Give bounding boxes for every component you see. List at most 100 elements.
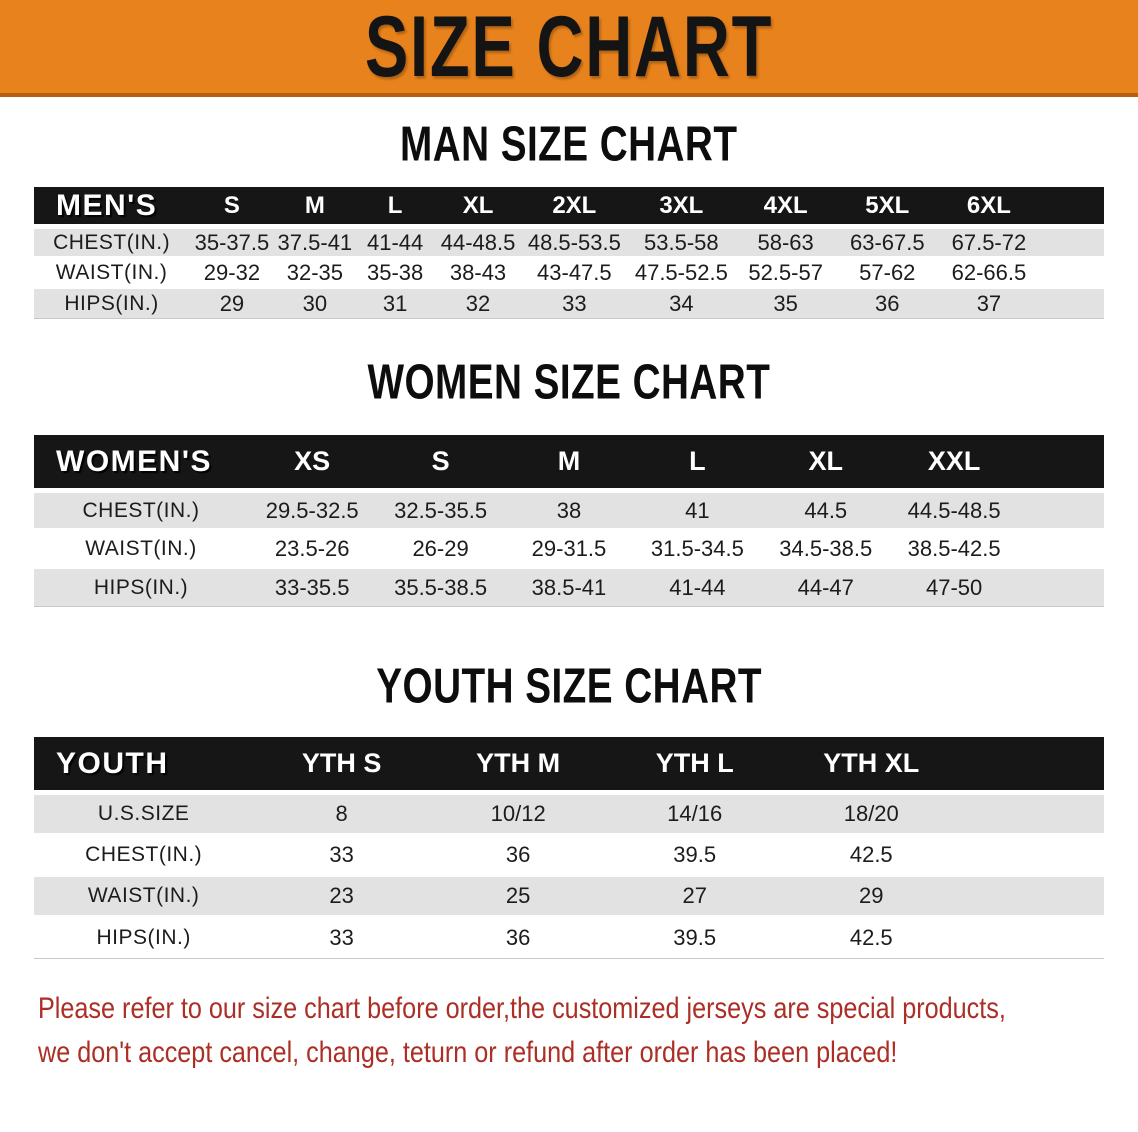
cell: 44-47 <box>761 569 890 607</box>
cell: 63-67.5 <box>836 229 939 259</box>
cell: 44.5-48.5 <box>889 493 1019 531</box>
cell: 29-31.5 <box>504 531 634 569</box>
cell: 36 <box>429 836 607 877</box>
mens-header-row: MEN'S S M L XL 2XL 3XL 4XL 5XL 6XL <box>34 187 1104 229</box>
spacer-cell <box>1018 493 1104 531</box>
cell: 38.5-41 <box>504 569 634 607</box>
cell: 33 <box>253 918 430 959</box>
cell: 37.5-41 <box>274 229 355 259</box>
women-section-heading-wrap: WOMEN SIZE CHART <box>0 355 1138 410</box>
cell: 35-37.5 <box>189 229 275 259</box>
cell: 30 <box>274 289 355 319</box>
row-label: WAIST(IN.) <box>34 259 190 289</box>
cell: 27 <box>606 877 783 918</box>
cell: 23.5-26 <box>248 531 377 569</box>
cell: 52.5-57 <box>734 259 837 289</box>
womens-column-header-xl: XL <box>761 435 890 493</box>
cell: 31 <box>354 289 436 319</box>
row-label: CHEST(IN.) <box>34 229 190 259</box>
cell: 35 <box>734 289 837 319</box>
row-label: HIPS(IN.) <box>34 289 190 319</box>
cell: 26-29 <box>376 531 505 569</box>
cell: 36 <box>836 289 939 319</box>
cell: 38-43 <box>435 259 521 289</box>
womens-column-header-xxl: XXL <box>889 435 1019 493</box>
mens-column-header-2xl: 2XL <box>520 187 628 229</box>
spacer-cell <box>959 836 1104 877</box>
cell: 33 <box>520 289 628 319</box>
cell: 29 <box>782 877 960 918</box>
cell: 42.5 <box>782 836 960 877</box>
youth-section-heading-wrap: YOUTH SIZE CHART <box>0 659 1138 714</box>
cell: 10/12 <box>429 795 607 836</box>
cell: 32-35 <box>274 259 355 289</box>
banner-title: SIZE CHART <box>364 0 774 95</box>
row-label: WAIST(IN.) <box>34 531 248 569</box>
womens-column-header-l: L <box>633 435 762 493</box>
mens-table-title: MEN'S <box>34 187 190 229</box>
spacer-cell <box>1018 435 1104 493</box>
womens-size-table: WOMEN'S XS S M L XL XXL CHEST(IN.) 29.5-… <box>34 435 1104 607</box>
womens-table-title: WOMEN'S <box>34 435 248 493</box>
mens-column-header-s: S <box>189 187 275 229</box>
mens-column-header-xl: XL <box>435 187 521 229</box>
mens-column-header-4xl: 4XL <box>734 187 837 229</box>
mens-hips-row: HIPS(IN.) 29 30 31 32 33 34 35 36 37 <box>34 289 1104 319</box>
spacer-cell <box>1039 229 1104 259</box>
youth-hips-row: HIPS(IN.) 33 36 39.5 42.5 <box>34 918 1104 959</box>
womens-column-header-m: M <box>504 435 634 493</box>
man-section-heading-wrap: MAN SIZE CHART <box>0 118 1138 172</box>
womens-header-row: WOMEN'S XS S M L XL XXL <box>34 435 1104 493</box>
mens-column-header-3xl: 3XL <box>627 187 735 229</box>
youth-section-heading: YOUTH SIZE CHART <box>376 659 762 714</box>
row-label: U.S.SIZE <box>34 795 254 836</box>
mens-column-header-m: M <box>274 187 355 229</box>
cell: 38 <box>504 493 634 531</box>
cell: 32.5-35.5 <box>376 493 505 531</box>
cell: 44.5 <box>761 493 890 531</box>
womens-chest-row: CHEST(IN.) 29.5-32.5 32.5-35.5 38 41 44.… <box>34 493 1104 531</box>
cell: 32 <box>435 289 521 319</box>
disclaimer-line-2: we don't accept cancel, change, teturn o… <box>38 1036 898 1069</box>
mens-column-header-5xl: 5XL <box>836 187 939 229</box>
mens-column-header-l: L <box>354 187 436 229</box>
mens-column-header-6xl: 6XL <box>938 187 1040 229</box>
cell: 39.5 <box>606 836 783 877</box>
row-label: WAIST(IN.) <box>34 877 254 918</box>
youth-size-table: YOUTH YTH S YTH M YTH L YTH XL U.S.SIZE … <box>34 737 1104 959</box>
cell: 53.5-58 <box>627 229 735 259</box>
mens-size-table: MEN'S S M L XL 2XL 3XL 4XL 5XL 6XL CHEST… <box>34 187 1104 319</box>
cell: 47-50 <box>889 569 1019 607</box>
spacer-cell <box>1039 187 1104 229</box>
cell: 39.5 <box>606 918 783 959</box>
mens-chest-row: CHEST(IN.) 35-37.5 37.5-41 41-44 44-48.5… <box>34 229 1104 259</box>
cell: 41-44 <box>633 569 762 607</box>
cell: 35-38 <box>354 259 436 289</box>
cell: 58-63 <box>734 229 837 259</box>
spacer-cell <box>959 918 1104 959</box>
spacer-cell <box>1039 289 1104 319</box>
cell: 33-35.5 <box>248 569 377 607</box>
size-chart-banner: SIZE CHART <box>0 0 1138 97</box>
womens-column-header-xs: XS <box>248 435 377 493</box>
cell: 34.5-38.5 <box>761 531 890 569</box>
cell: 14/16 <box>606 795 783 836</box>
cell: 35.5-38.5 <box>376 569 505 607</box>
cell: 38.5-42.5 <box>889 531 1019 569</box>
youth-chest-row: CHEST(IN.) 33 36 39.5 42.5 <box>34 836 1104 877</box>
cell: 42.5 <box>782 918 960 959</box>
women-section-heading: WOMEN SIZE CHART <box>367 355 771 410</box>
spacer-cell <box>1018 531 1104 569</box>
cell: 18/20 <box>782 795 960 836</box>
youth-column-header-m: YTH M <box>429 737 607 795</box>
disclaimer-line-1: Please refer to our size chart before or… <box>38 992 1006 1025</box>
youth-column-header-s: YTH S <box>253 737 430 795</box>
womens-waist-row: WAIST(IN.) 23.5-26 26-29 29-31.5 31.5-34… <box>34 531 1104 569</box>
row-label: HIPS(IN.) <box>34 569 248 607</box>
cell: 25 <box>429 877 607 918</box>
cell: 29.5-32.5 <box>248 493 377 531</box>
cell: 67.5-72 <box>938 229 1040 259</box>
cell: 8 <box>253 795 430 836</box>
cell: 31.5-34.5 <box>633 531 762 569</box>
cell: 36 <box>429 918 607 959</box>
